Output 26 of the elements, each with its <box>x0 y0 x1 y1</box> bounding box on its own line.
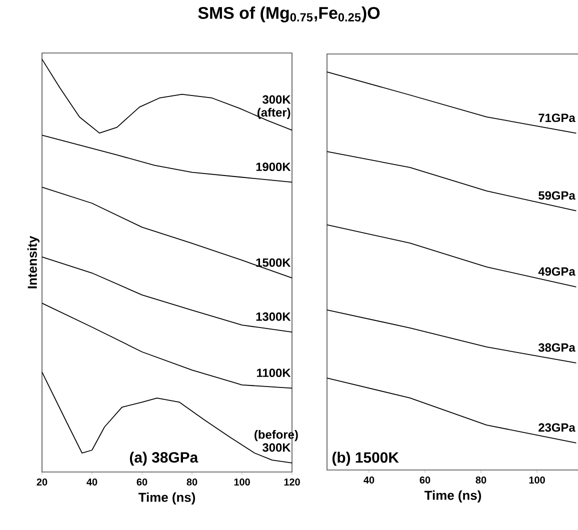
chart-title: SMS of (Mg$_{0.75}$,Fe$_{0.25}$)O <box>198 6 380 22</box>
series-label: 1300K <box>256 312 291 321</box>
series-label: 1100K <box>256 368 291 378</box>
series-label: 49GPa <box>538 267 576 276</box>
x-axis-title: Time (ns) <box>138 492 196 504</box>
x-tick-label: 80 <box>186 478 198 486</box>
x-tick-label: 100 <box>234 478 250 486</box>
x-tick-label: 80 <box>476 476 486 484</box>
series-label: 300K (after) <box>258 95 291 120</box>
series-label: 1500K <box>256 258 291 267</box>
y-axis-title: Intensity <box>27 236 40 288</box>
series-label: 71GPa <box>538 114 576 122</box>
x-tick-label: 20 <box>36 478 48 486</box>
x-tick-label: 100 <box>529 476 545 484</box>
series-label: 38GPa <box>538 343 576 352</box>
x-tick-label: 40 <box>86 478 98 486</box>
annotation: (a) 38GPa <box>130 452 198 466</box>
x-tick-label: 60 <box>136 478 148 486</box>
annotation: (b) 1500K <box>332 452 399 466</box>
series-label: 59GPa <box>538 191 576 200</box>
x-tick-label: 40 <box>364 476 374 484</box>
series-label: 1900K <box>256 162 291 172</box>
x-axis-title: Time (ns) <box>424 490 482 502</box>
x-tick-label: 120 <box>284 478 300 486</box>
x-tick-label: 60 <box>420 476 430 484</box>
series-label: 23GPa <box>538 423 576 432</box>
